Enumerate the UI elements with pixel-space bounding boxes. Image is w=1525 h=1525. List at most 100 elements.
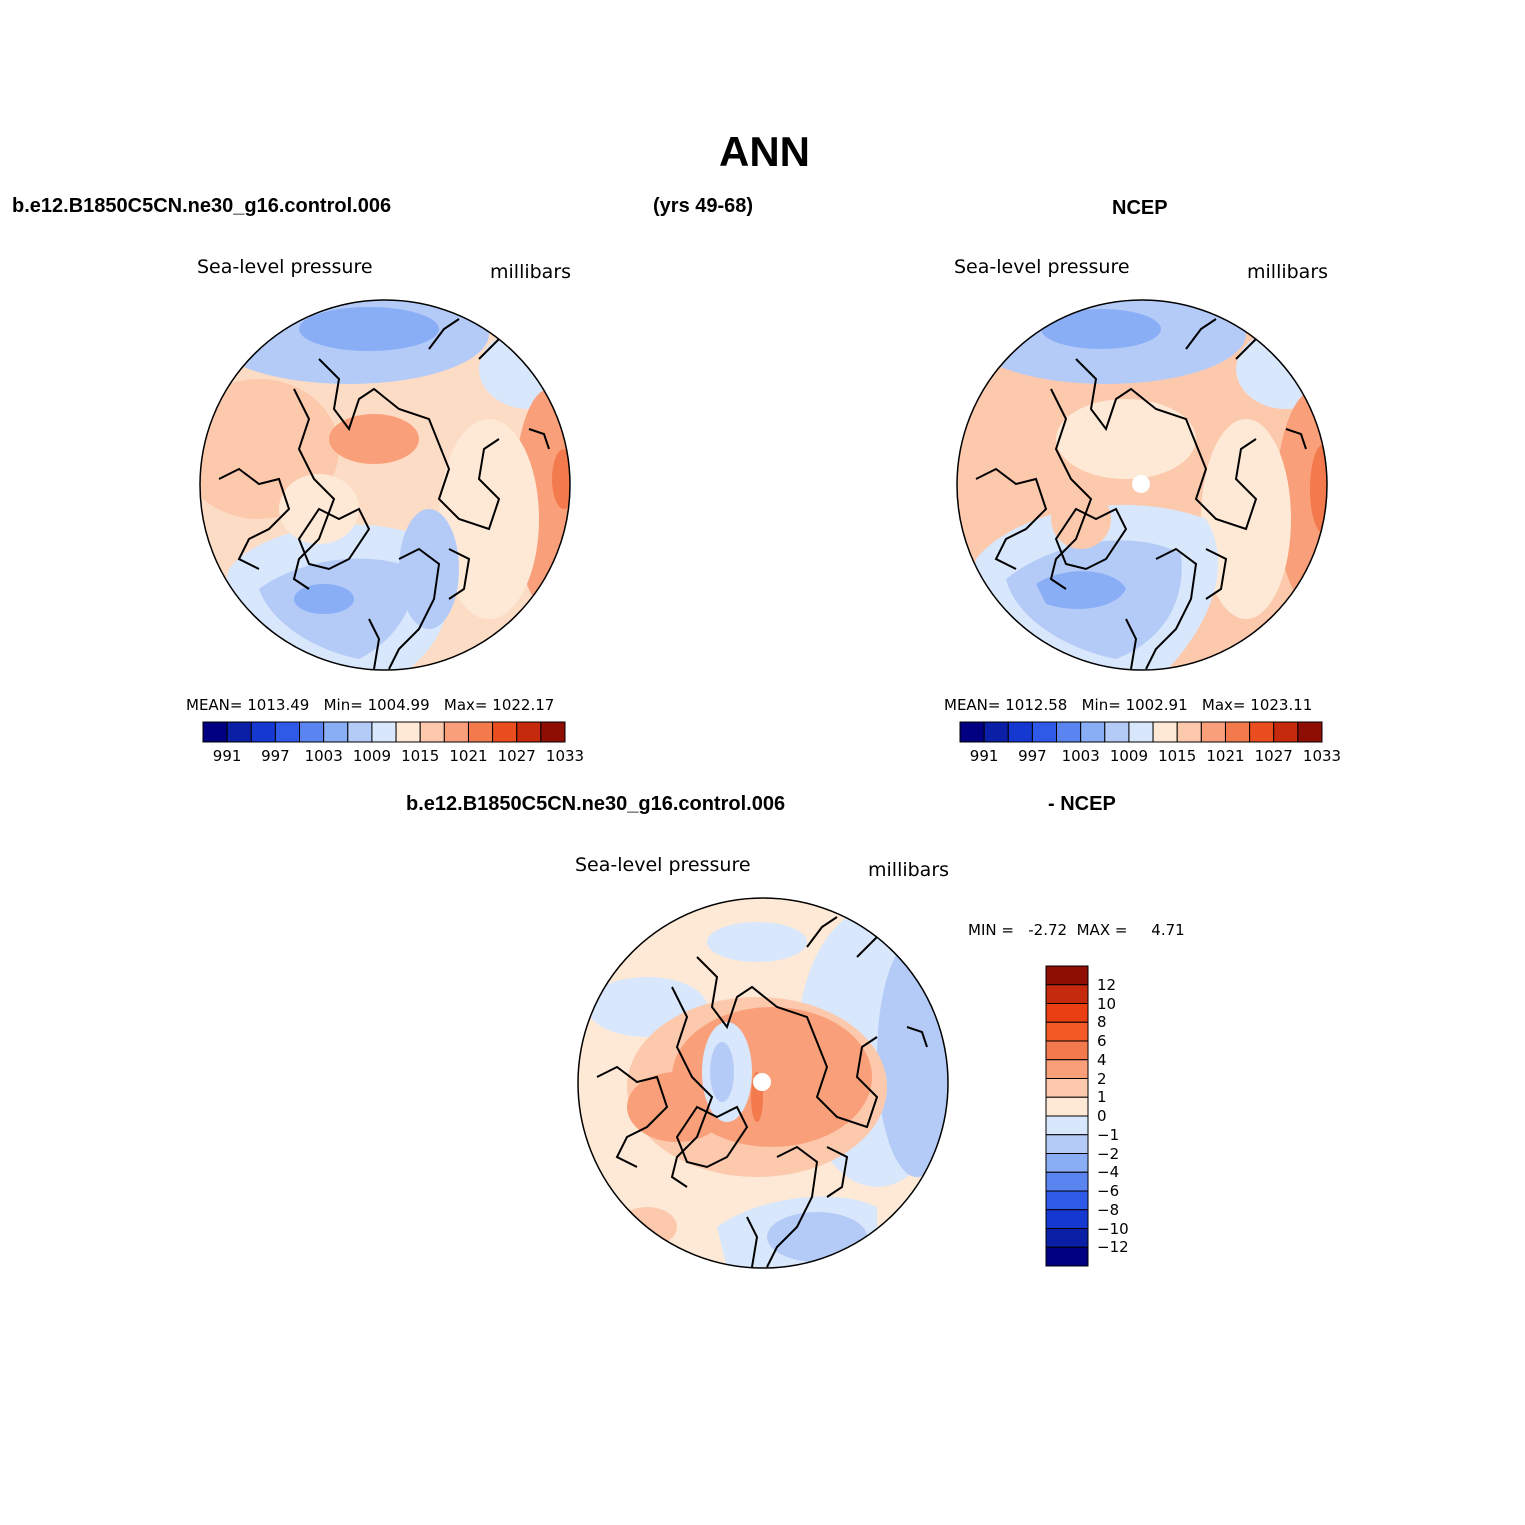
model-stats: MEAN= 1013.49 Min= 1004.99 Max= 1022.17 xyxy=(186,696,554,714)
ncep-colorbar-box xyxy=(1297,721,1323,743)
model-max-value: 1022.17 xyxy=(492,696,555,714)
model-colorbar-box xyxy=(467,721,494,743)
ncep-min-label: Min= xyxy=(1081,696,1121,714)
diff-colorbar-label: 6 xyxy=(1097,1032,1107,1050)
diff-colorbar-box xyxy=(1045,1246,1089,1267)
model-colorbar-box xyxy=(540,721,566,743)
diff-colorbar-labels: 12 10 8 6 4 2 1 0 −1 −2 −4 −6 −8 −10 −12 xyxy=(1097,966,1157,1266)
ncep-variable-title: Sea-level pressure xyxy=(954,256,1130,278)
model-colorbar-box xyxy=(323,721,349,743)
diff-colorbar-label: 12 xyxy=(1097,975,1117,994)
diff-colorbar-label: 2 xyxy=(1097,1069,1107,1088)
diff-colorbar-box xyxy=(1045,1059,1089,1079)
ncep-colorbar-box xyxy=(1007,721,1033,743)
diff-colorbar-box xyxy=(1045,1096,1089,1117)
diff-max-value: 4.71 xyxy=(1151,921,1185,939)
observation-name: NCEP xyxy=(1112,197,1168,219)
diff-colorbar-label: −2 xyxy=(1097,1144,1120,1163)
diff-colorbar-box xyxy=(1045,965,1089,986)
model-colorbar-label: 991 xyxy=(212,747,242,765)
diff-colorbar-box xyxy=(1045,1078,1089,1098)
diff-colorbar xyxy=(1045,965,1089,1267)
ncep-colorbar xyxy=(959,721,1323,743)
diff-colorbar-label: 10 xyxy=(1097,994,1117,1013)
model-min-label: Min= xyxy=(323,696,363,714)
ncep-colorbar-box xyxy=(1128,721,1154,743)
ncep-colorbar-box xyxy=(983,721,1009,743)
model-colorbar-label: 1015 xyxy=(401,747,440,765)
ncep-colorbar-box xyxy=(1056,721,1082,743)
model-colorbar-box xyxy=(274,721,301,743)
diff-variable-title: Sea-level pressure xyxy=(575,854,751,876)
diff-colorbar-label: 8 xyxy=(1097,1013,1107,1032)
ncep-colorbar-label: 1009 xyxy=(1109,747,1149,765)
diff-colorbar-box xyxy=(1045,1134,1089,1154)
model-colorbar-label: 1009 xyxy=(352,747,392,765)
ncep-colorbar-labels: 991 997 1003 1009 1015 1021 1027 1033 xyxy=(960,747,1341,767)
diff-colorbar-label: 4 xyxy=(1097,1050,1107,1069)
ncep-polar-map xyxy=(956,299,1328,671)
ncep-max-label: Max= xyxy=(1201,696,1246,714)
ncep-stats: MEAN= 1012.58 Min= 1002.91 Max= 1023.11 xyxy=(944,696,1312,714)
diff-colorbar-label: −4 xyxy=(1097,1163,1120,1182)
ncep-colorbar-box xyxy=(1224,721,1251,743)
model-colorbar-label: 1027 xyxy=(497,747,536,765)
diff-min-label: MIN = xyxy=(968,921,1014,939)
ncep-colorbar-box xyxy=(1176,721,1202,743)
main-title: ANN xyxy=(719,128,810,175)
model-units: millibars xyxy=(490,261,572,283)
ncep-colorbar-box xyxy=(1273,721,1299,743)
ncep-colorbar-label: 997 xyxy=(1018,747,1047,765)
diff-colorbar-label: 1 xyxy=(1097,1088,1107,1107)
model-colorbar-box xyxy=(419,721,445,743)
model-max-label: Max= xyxy=(443,696,488,714)
model-colorbar-label: 1003 xyxy=(304,747,343,765)
model-colorbar-labels: 991 997 1003 1009 1015 1021 1027 1033 xyxy=(203,747,584,767)
diff-colorbar-box xyxy=(1045,1021,1089,1042)
model-colorbar-box xyxy=(443,721,469,743)
diff-colorbar-label: −6 xyxy=(1097,1182,1120,1200)
diff-polar-map xyxy=(577,897,949,1269)
ncep-colorbar-box xyxy=(1200,721,1226,743)
diff-colorbar-label: −12 xyxy=(1097,1238,1129,1257)
diff-stats: MIN = -2.72 MAX = 4.71 xyxy=(968,921,1185,939)
model-colorbar-box xyxy=(516,721,542,743)
ncep-colorbar-box xyxy=(1249,721,1275,743)
diff-colorbar-label: −8 xyxy=(1097,1200,1120,1219)
diff-colorbar-box xyxy=(1045,1209,1089,1229)
diff-colorbar-box xyxy=(1045,984,1089,1004)
diff-colorbar-box xyxy=(1045,1153,1089,1173)
model-colorbar-box xyxy=(226,721,252,743)
ncep-colorbar-label: 1021 xyxy=(1206,747,1245,765)
ncep-mean-label: MEAN= xyxy=(944,696,1001,714)
ncep-colorbar-box xyxy=(1031,721,1058,743)
model-colorbar-box xyxy=(299,721,325,743)
model-colorbar-label: 997 xyxy=(261,747,290,765)
ncep-colorbar-box xyxy=(1080,721,1106,743)
ncep-colorbar-label: 991 xyxy=(969,747,999,765)
model-colorbar-box xyxy=(371,721,397,743)
ncep-mean-value: 1012.58 xyxy=(1005,696,1068,714)
years-label: (yrs 49-68) xyxy=(653,195,754,217)
diff-colorbar-box xyxy=(1045,1003,1089,1023)
ncep-max-value: 1023.11 xyxy=(1250,696,1313,714)
ncep-colorbar-label: 1033 xyxy=(1302,747,1342,765)
ncep-units: millibars xyxy=(1247,261,1329,283)
model-variable-title: Sea-level pressure xyxy=(197,256,373,278)
ncep-colorbar-label: 1015 xyxy=(1158,747,1197,765)
ncep-colorbar-box xyxy=(1152,721,1178,743)
ncep-colorbar-box xyxy=(1104,721,1130,743)
model-colorbar xyxy=(202,721,566,743)
model-colorbar-box xyxy=(492,721,518,743)
model-colorbar-box xyxy=(395,721,421,743)
model-colorbar-label: 1033 xyxy=(545,747,585,765)
model-mean-label: MEAN= xyxy=(186,696,243,714)
diff-units: millibars xyxy=(868,859,950,881)
model-colorbar-box xyxy=(250,721,276,743)
model-colorbar-label: 1021 xyxy=(449,747,488,765)
diff-min-value: -2.72 xyxy=(1028,921,1068,939)
diff-max-label: MAX = xyxy=(1076,921,1128,939)
diff-observation-name: - NCEP xyxy=(1048,793,1116,815)
model-case-name: b.e12.B1850C5CN.ne30_g16.control.006 xyxy=(12,195,392,217)
model-polar-map xyxy=(199,299,571,671)
